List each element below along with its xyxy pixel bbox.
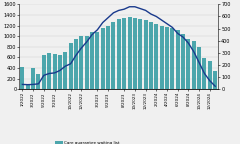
Bar <box>31 68 35 89</box>
Bar <box>122 18 126 89</box>
Bar <box>85 36 89 89</box>
Bar <box>74 39 78 89</box>
Bar <box>149 22 153 89</box>
Bar <box>197 47 201 89</box>
Bar <box>95 32 99 89</box>
Legend: Care guarantee waiting list, Patients who have waited longer than 6 months: Care guarantee waiting list, Patients wh… <box>55 141 163 144</box>
Bar <box>160 26 164 89</box>
Bar <box>36 74 41 89</box>
Bar <box>106 26 110 89</box>
Bar <box>90 32 94 89</box>
Bar <box>69 43 73 89</box>
Bar <box>117 19 121 89</box>
Bar <box>58 55 62 89</box>
Bar <box>192 41 196 89</box>
Bar <box>154 24 158 89</box>
Bar <box>203 58 206 89</box>
Bar <box>186 39 190 89</box>
Bar <box>47 53 51 89</box>
Bar <box>213 71 217 89</box>
Bar <box>181 34 185 89</box>
Bar <box>138 19 142 89</box>
Bar <box>144 20 148 89</box>
Bar <box>101 28 105 89</box>
Bar <box>176 30 180 89</box>
Bar <box>208 61 212 89</box>
Bar <box>127 17 132 89</box>
Bar <box>53 54 57 89</box>
Bar <box>133 18 137 89</box>
Bar <box>111 22 115 89</box>
Bar <box>170 28 174 89</box>
Bar <box>165 27 169 89</box>
Bar <box>42 55 46 89</box>
Bar <box>26 84 30 89</box>
Bar <box>79 36 83 89</box>
Bar <box>20 67 24 89</box>
Bar <box>63 52 67 89</box>
